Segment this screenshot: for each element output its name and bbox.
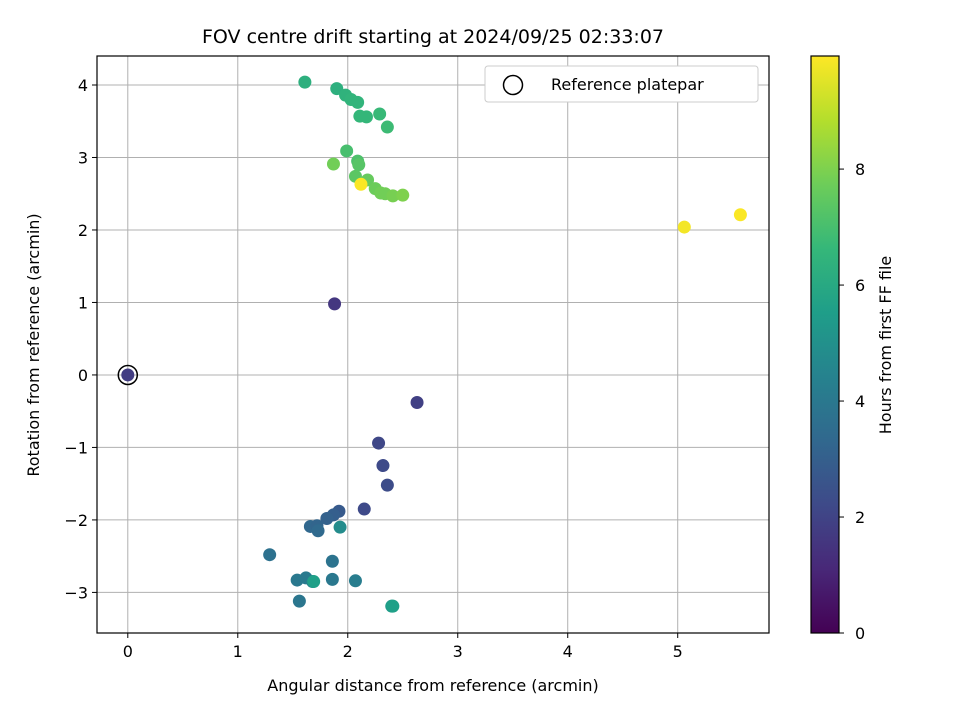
data-point	[351, 95, 365, 109]
data-point	[677, 220, 691, 234]
data-point	[311, 524, 325, 538]
data-point	[357, 502, 371, 516]
colorbar-tick-label: 6	[855, 276, 865, 295]
colorbar-gradient	[811, 56, 839, 633]
x-tick-label: 1	[233, 642, 243, 661]
y-axis-label: Rotation from reference (arcmin)	[24, 213, 43, 476]
plot-frame	[96, 55, 770, 634]
data-point	[121, 368, 135, 382]
data-point	[352, 158, 366, 172]
y-tick-label: −3	[64, 583, 88, 602]
colorbar-label: Hours from first FF file	[876, 256, 895, 435]
x-axis-ticks: 0 1 2 3 4 5	[123, 633, 683, 661]
colorbar-tick-label: 2	[855, 508, 865, 527]
y-tick-label: −2	[64, 511, 88, 530]
data-point	[410, 395, 424, 409]
colorbar-tick-label: 8	[855, 160, 865, 179]
data-point	[348, 574, 362, 588]
data-point	[373, 107, 387, 121]
reference-marker	[117, 364, 139, 386]
data-point	[376, 459, 390, 473]
x-tick-label: 0	[123, 642, 133, 661]
y-tick-label: 2	[78, 221, 88, 240]
data-point	[340, 144, 354, 158]
data-point	[396, 188, 410, 202]
colorbar-tick-label: 4	[855, 392, 865, 411]
colorbar-tick-label: 0	[855, 624, 865, 643]
data-point	[733, 208, 747, 222]
reference-platepar-marker	[117, 364, 139, 386]
data-points	[121, 75, 747, 613]
data-point	[292, 594, 306, 608]
data-point	[328, 297, 342, 311]
x-tick-label: 4	[563, 642, 573, 661]
y-tick-label: 4	[78, 76, 88, 95]
data-point	[263, 548, 277, 562]
data-point	[298, 75, 312, 89]
x-tick-label: 2	[343, 642, 353, 661]
y-tick-label: −1	[64, 438, 88, 457]
colorbar-ticks: 0 2 4 6 8	[839, 160, 865, 643]
plot-area	[96, 55, 770, 634]
data-point	[333, 520, 347, 534]
legend-reference-marker	[502, 74, 524, 96]
data-point	[320, 511, 334, 525]
x-axis-label: Angular distance from reference (arcmin)	[267, 676, 598, 695]
data-point	[359, 110, 373, 124]
data-point	[372, 436, 386, 450]
y-tick-label: 0	[78, 366, 88, 385]
data-point	[326, 157, 340, 171]
data-point	[325, 572, 339, 586]
y-tick-label: 3	[78, 148, 88, 167]
x-tick-label: 5	[673, 642, 683, 661]
chart-title: FOV centre drift starting at 2024/09/25 …	[202, 26, 664, 48]
y-tick-label: 1	[78, 293, 88, 312]
legend-entry-reference: Reference platepar	[551, 75, 704, 94]
grid	[97, 56, 769, 633]
y-axis-ticks: −3 −2 −1 0 1 2 3 4	[64, 76, 97, 602]
legend-box	[484, 65, 759, 103]
colorbar-frame	[810, 55, 840, 634]
data-point	[386, 189, 400, 203]
data-point	[380, 478, 394, 492]
colorbar: 0 2 4 6 8 Hours from first FF file	[810, 55, 895, 643]
x-tick-label: 3	[453, 642, 463, 661]
data-point	[307, 575, 321, 589]
data-point	[354, 177, 368, 191]
data-point	[325, 554, 339, 568]
data-point	[380, 120, 394, 134]
data-point	[386, 599, 400, 613]
legend: Reference platepar	[484, 65, 759, 103]
